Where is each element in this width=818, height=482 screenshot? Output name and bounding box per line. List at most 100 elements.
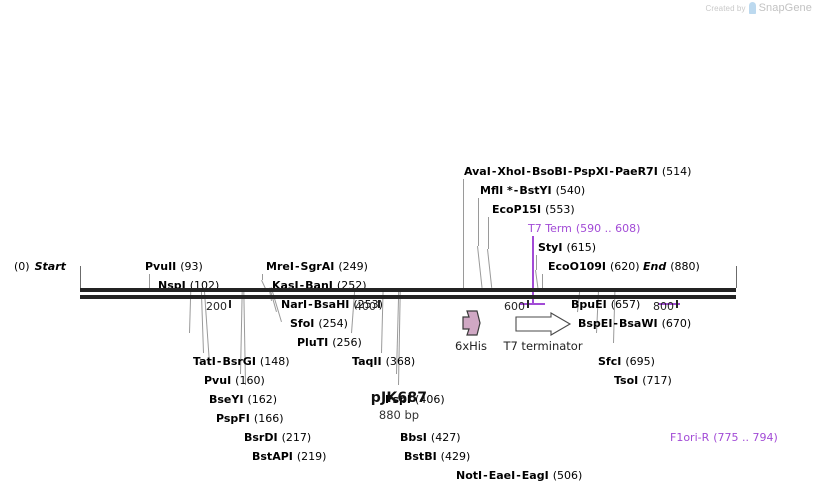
annotation-label-his6: 6xHis [455, 339, 487, 353]
restriction-site-label-bspei[interactable]: BspEI-BsaWI (670) [578, 317, 691, 330]
feature-extent-f1ori_r [657, 303, 681, 305]
cut-position: (253) [353, 298, 383, 311]
restriction-site-label-ecoo109i[interactable]: EcoO109I (620) [548, 260, 640, 273]
enzyme-name: EcoP15I [492, 203, 542, 216]
enzyme-name: SgrAI [300, 260, 335, 273]
site-connector-slant-styi [535, 269, 539, 289]
label-separator: - [613, 317, 618, 330]
enzyme-name: BsrDI [244, 431, 278, 444]
start-tick-line [80, 266, 81, 288]
restriction-site-label-bstapi[interactable]: BstAPI (219) [252, 450, 326, 463]
cut-position: (620) [610, 260, 640, 273]
restriction-site-label-bstbi[interactable]: BstBI (429) [404, 450, 470, 463]
ruler-tick-200 [229, 300, 231, 308]
cut-position: (254) [318, 317, 348, 330]
restriction-site-label-sfoi[interactable]: SfoI (254) [290, 317, 348, 330]
feature-name: T7 Term [528, 222, 572, 235]
watermark-brand: SnapGene [758, 2, 812, 14]
label-separator: - [513, 184, 519, 197]
feature-extent-t7term [519, 303, 546, 305]
restriction-site-label-pvui[interactable]: PvuI (160) [204, 374, 265, 387]
site-connector-slant-mfli [477, 246, 483, 289]
enzyme-name: BspEI [578, 317, 613, 330]
enzyme-name: AvaI [464, 165, 491, 178]
cut-position: (695) [625, 355, 655, 368]
ruler-tick-600 [527, 300, 529, 308]
cut-position: (540) [555, 184, 586, 197]
enzyme-name: BbsI [400, 431, 427, 444]
restriction-site-label-tsoi[interactable]: TsoI (717) [614, 374, 672, 387]
restriction-site-label-bsrdi[interactable]: BsrDI (217) [244, 431, 311, 444]
feature-label-f1ori_r[interactable]: F1ori-R (775 .. 794) [670, 431, 778, 444]
restriction-site-label-ecop15i[interactable]: EcoP15I (553) [492, 203, 575, 216]
restriction-site-label-tati[interactable]: TatI-BsrGI (148) [193, 355, 290, 368]
enzyme-name: FspI [385, 393, 412, 406]
enzyme-name: BsoBI [531, 165, 567, 178]
plasmid-name: pJK687 [370, 390, 428, 406]
plasmid-length: 880 bp [378, 408, 420, 422]
enzyme-name: PspFI [216, 412, 250, 425]
enzyme-name: EcoO109I [548, 260, 606, 273]
feature-connector-t7term [532, 236, 534, 304]
site-connector-ecop15i [488, 217, 489, 249]
ruler-tick-label-400: 400 [355, 300, 376, 313]
restriction-site-label-mfli[interactable]: MflI *-BstYI (540) [480, 184, 585, 197]
label-separator: - [483, 469, 488, 482]
enzyme-name: SfoI [290, 317, 315, 330]
feature-label-t7term[interactable]: T7 Term (590 .. 608) [528, 222, 640, 235]
restriction-site-label-fspi[interactable]: FspI (406) [385, 393, 445, 406]
enzyme-name: BstYI [519, 184, 552, 197]
sequence-backbone-bottom [80, 295, 736, 299]
enzyme-name: MflI * [480, 184, 513, 197]
enzyme-name: StyI [538, 241, 563, 254]
restriction-site-label-plutti[interactable]: PluTI (256) [297, 336, 362, 349]
label-separator: - [516, 469, 521, 482]
enzyme-name: BsaWI [619, 317, 658, 330]
start-text: Start [34, 260, 66, 273]
enzyme-name: TsoI [614, 374, 639, 387]
annotation-arrow-t7termarrow[interactable] [515, 312, 572, 336]
cut-position: (249) [338, 260, 368, 273]
sequence-backbone-top [80, 288, 736, 292]
restriction-site-label-noti[interactable]: NotI-EaeI-EagI (506) [456, 469, 582, 482]
cut-position: (160) [235, 374, 265, 387]
feature-name: F1ori-R [670, 431, 710, 444]
restriction-site-label-avai[interactable]: AvaI-XhoI-BsoBI-PspXI-PaeR7I (514) [464, 165, 691, 178]
annotation-arrow-his6[interactable] [461, 310, 481, 336]
restriction-site-label-pvuii[interactable]: PvuII (93) [145, 260, 203, 273]
restriction-site-label-mrei[interactable]: MreI-SgrAI (249) [266, 260, 368, 273]
enzyme-name: XhoI [497, 165, 526, 178]
label-separator: - [299, 279, 305, 292]
site-connector-pvuii [149, 274, 150, 288]
label-separator: - [526, 165, 531, 178]
feature-range: (775 .. 794) [713, 431, 778, 444]
site-connector-mrei [262, 274, 263, 281]
cut-position: (93) [180, 260, 203, 273]
annotation-label-t7termarrow: T7 terminator [503, 339, 583, 353]
enzyme-name: SfcI [598, 355, 622, 368]
restriction-site-label-nari[interactable]: NarI-BsaHI (253) [281, 298, 383, 311]
restriction-site-label-sfci[interactable]: SfcI (695) [598, 355, 655, 368]
restriction-site-label-styi[interactable]: StyI (615) [538, 241, 596, 254]
site-connector-styi [536, 255, 537, 270]
restriction-site-label-pspfi[interactable]: PspFI (166) [216, 412, 284, 425]
enzyme-name: PvuII [145, 260, 177, 273]
label-separator: - [491, 165, 497, 178]
restriction-site-label-taqii[interactable]: TaqII (368) [352, 355, 415, 368]
cut-position: (166) [253, 412, 284, 425]
restriction-site-label-bseyi[interactable]: BseYI (162) [209, 393, 277, 406]
cut-position: (217) [281, 431, 312, 444]
cut-position: (657) [610, 298, 641, 311]
enzyme-name: NarI [281, 298, 308, 311]
site-connector-mfli [478, 198, 479, 246]
restriction-site-label-bbsi[interactable]: BbsI (427) [400, 431, 461, 444]
restriction-site-label-bpuei[interactable]: BpuEI (657) [571, 298, 640, 311]
cut-position: (219) [296, 450, 327, 463]
enzyme-name: PaeR7I [614, 165, 658, 178]
plasmid-map-canvas: Created by SnapGene PvuII (93) NspI (102) Mr… [14, 2, 812, 482]
snapgene-drop-icon [748, 2, 756, 14]
cut-position: (670) [661, 317, 692, 330]
right-arrow-outline [515, 312, 572, 336]
site-connector-slant-ecop15i [487, 248, 493, 289]
enzyme-name: NotI [456, 469, 483, 482]
